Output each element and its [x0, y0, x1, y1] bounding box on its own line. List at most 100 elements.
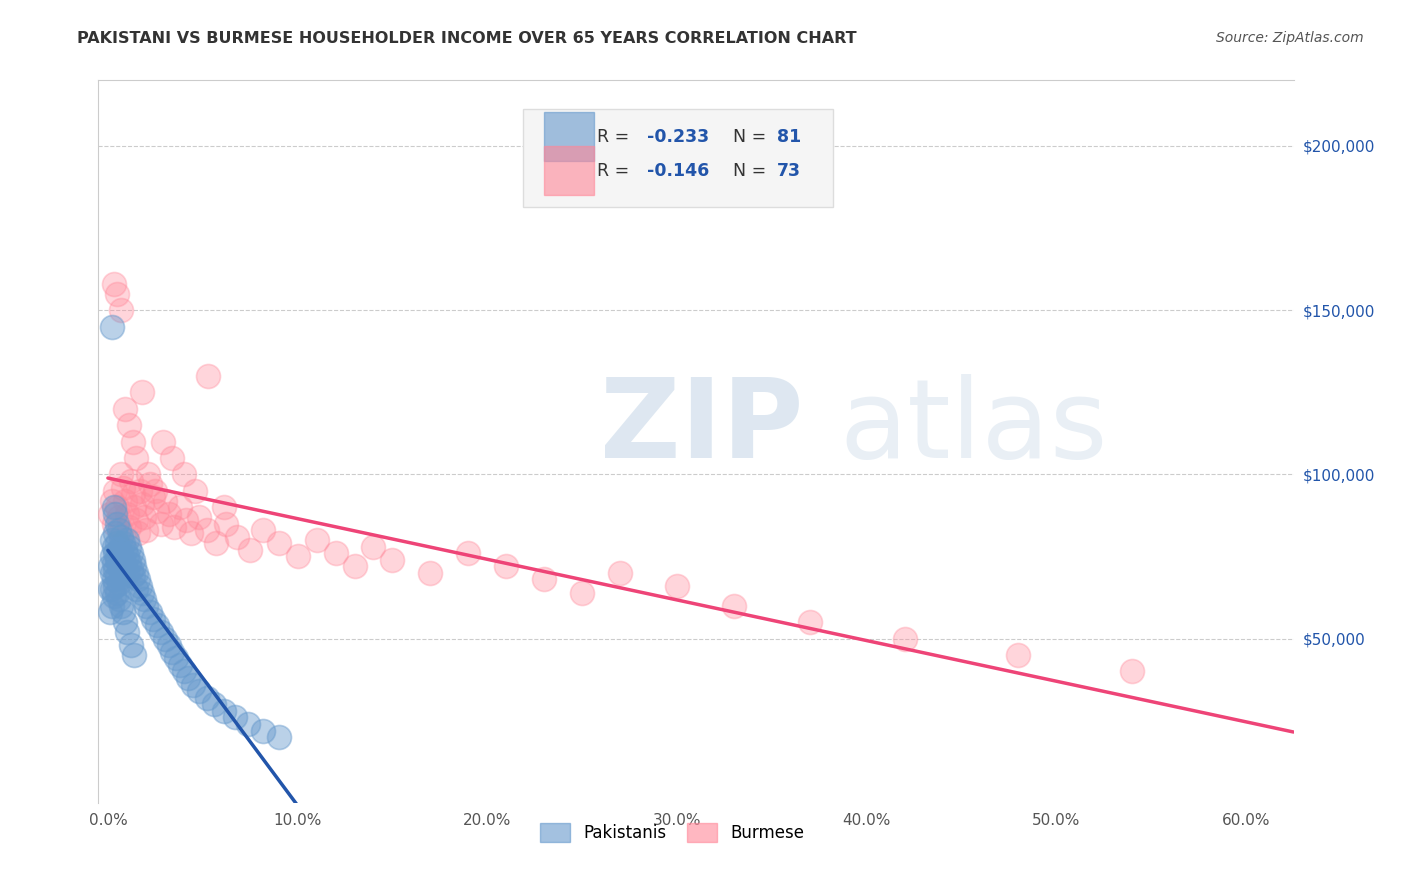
Text: ZIP: ZIP: [600, 374, 804, 481]
Point: [238, 717, 260, 731]
Point: [115, 507, 138, 521]
Point: [98, 559, 121, 574]
Point: [118, 540, 141, 554]
Point: [135, 599, 157, 613]
Point: [121, 553, 143, 567]
Point: [103, 556, 125, 570]
Point: [799, 615, 821, 630]
Point: [115, 533, 138, 547]
Point: [105, 286, 128, 301]
Point: [143, 483, 166, 498]
Point: [114, 401, 136, 416]
Point: [114, 493, 136, 508]
Point: [108, 559, 131, 574]
Point: [165, 651, 187, 665]
Point: [108, 592, 131, 607]
Point: [1121, 665, 1143, 679]
Point: [112, 605, 135, 619]
Point: [103, 500, 125, 515]
Point: [105, 516, 128, 531]
Text: PAKISTANI VS BURMESE HOUSEHOLDER INCOME OVER 65 YEARS CORRELATION CHART: PAKISTANI VS BURMESE HOUSEHOLDER INCOME …: [77, 31, 856, 46]
Point: [305, 533, 328, 547]
Point: [239, 542, 262, 557]
Point: [146, 618, 169, 632]
Point: [100, 549, 122, 564]
Point: [108, 523, 131, 537]
Point: [115, 549, 138, 564]
Point: [162, 645, 184, 659]
Point: [1007, 648, 1029, 662]
Point: [495, 559, 517, 574]
Point: [169, 500, 191, 515]
Point: [121, 487, 143, 501]
Point: [103, 589, 125, 603]
Point: [224, 710, 246, 724]
Point: [125, 582, 148, 597]
Text: N =: N =: [723, 161, 772, 179]
Point: [132, 592, 155, 607]
Point: [98, 605, 121, 619]
Point: [533, 573, 555, 587]
Point: [104, 507, 127, 521]
Point: [153, 493, 176, 508]
Point: [120, 474, 142, 488]
Point: [108, 575, 131, 590]
Point: [105, 536, 128, 550]
Point: [118, 418, 141, 433]
Point: [153, 632, 176, 646]
Point: [104, 526, 127, 541]
Point: [121, 569, 143, 583]
Point: [105, 549, 128, 564]
Text: R =: R =: [596, 161, 634, 179]
Point: [114, 559, 136, 574]
Point: [252, 523, 274, 537]
FancyBboxPatch shape: [544, 112, 595, 161]
Point: [105, 500, 128, 515]
Point: [100, 319, 122, 334]
Point: [131, 497, 153, 511]
Point: [100, 493, 122, 508]
Text: Source: ZipAtlas.com: Source: ZipAtlas.com: [1216, 31, 1364, 45]
Point: [112, 481, 135, 495]
Point: [131, 585, 153, 599]
Point: [124, 500, 146, 515]
Point: [181, 677, 204, 691]
Point: [212, 500, 235, 515]
Point: [136, 467, 159, 482]
Point: [120, 563, 142, 577]
Point: [571, 585, 593, 599]
Point: [173, 467, 195, 482]
Point: [225, 530, 247, 544]
Point: [103, 540, 125, 554]
Point: [114, 615, 136, 630]
Point: [114, 542, 136, 557]
Point: [163, 520, 186, 534]
FancyBboxPatch shape: [544, 146, 595, 195]
Point: [205, 536, 228, 550]
Point: [124, 559, 146, 574]
Text: atlas: atlas: [839, 374, 1108, 481]
Point: [180, 526, 202, 541]
Point: [112, 553, 135, 567]
FancyBboxPatch shape: [523, 109, 834, 207]
Point: [325, 546, 347, 560]
Point: [110, 467, 132, 482]
Point: [118, 520, 141, 534]
Point: [169, 657, 191, 672]
Point: [893, 632, 915, 646]
Point: [363, 540, 385, 554]
Point: [110, 523, 132, 537]
Point: [195, 690, 218, 705]
Point: [125, 450, 148, 465]
Point: [150, 625, 173, 640]
Point: [104, 546, 127, 560]
Point: [110, 530, 132, 544]
Point: [125, 513, 148, 527]
Point: [103, 277, 125, 291]
Point: [457, 546, 479, 560]
Point: [115, 566, 138, 580]
Point: [104, 483, 127, 498]
Point: [723, 599, 745, 613]
Point: [100, 599, 122, 613]
Point: [197, 368, 219, 383]
